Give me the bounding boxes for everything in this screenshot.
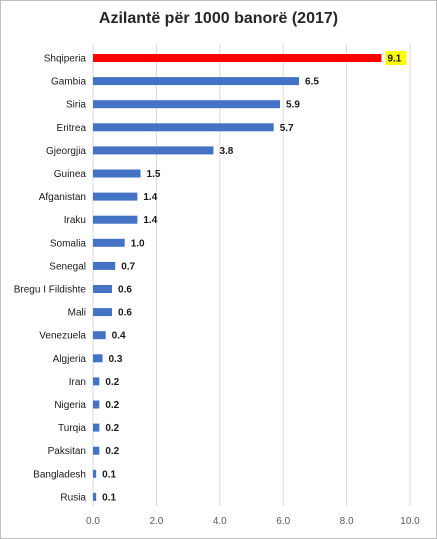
bar-mali bbox=[93, 308, 113, 317]
value-label: 0.4 bbox=[112, 331, 126, 342]
category-label: Nigeria bbox=[54, 400, 86, 411]
bar-rusia bbox=[93, 492, 97, 501]
x-tick-label: 8.0 bbox=[340, 516, 354, 527]
bar-nigeria bbox=[93, 400, 100, 409]
bar-bangladesh bbox=[93, 469, 97, 478]
chart-title: Azilantë për 1000 banorë (2017) bbox=[98, 10, 339, 27]
value-label: 0.6 bbox=[118, 308, 132, 319]
category-label: Gambia bbox=[51, 77, 86, 88]
x-tick-label: 0.0 bbox=[86, 516, 100, 527]
value-label: 0.6 bbox=[118, 285, 132, 296]
category-label: Mali bbox=[68, 308, 86, 319]
value-label: 0.2 bbox=[105, 400, 119, 411]
x-tick-label: 10.0 bbox=[400, 516, 420, 527]
x-tick-label: 2.0 bbox=[149, 516, 163, 527]
bar-bregu-i-fildishte bbox=[93, 285, 113, 293]
bar-turqia bbox=[93, 423, 100, 432]
category-label: Bangladesh bbox=[33, 469, 86, 480]
highlight-label-bg bbox=[385, 51, 407, 65]
category-label: Eritrea bbox=[57, 123, 87, 134]
bar-somalia bbox=[93, 238, 125, 247]
x-tick-label: 4.0 bbox=[213, 516, 227, 527]
category-label: Rusia bbox=[60, 492, 86, 503]
value-label: 0.7 bbox=[121, 261, 135, 272]
bar-senegal bbox=[93, 261, 116, 270]
value-label: 5.7 bbox=[280, 123, 294, 134]
bar-shqiperia bbox=[93, 54, 382, 62]
bar-iran bbox=[93, 377, 100, 386]
bar-algjeria bbox=[93, 354, 103, 363]
category-label: Gjeorgjia bbox=[46, 146, 86, 157]
category-label: Somalia bbox=[50, 238, 87, 249]
value-label: 1.4 bbox=[143, 192, 157, 203]
category-label: Turqia bbox=[58, 423, 86, 434]
value-label: 1.4 bbox=[143, 215, 157, 226]
bar-gjeorgjia bbox=[93, 146, 214, 155]
category-label: Iraku bbox=[64, 215, 86, 226]
bar-gambia bbox=[93, 77, 300, 86]
category-label: Iran bbox=[69, 377, 86, 388]
value-label: 3.8 bbox=[219, 146, 233, 157]
value-label: 0.2 bbox=[105, 446, 119, 457]
value-label: 1.5 bbox=[147, 169, 161, 180]
bar-siria bbox=[93, 100, 281, 109]
value-label: 5.9 bbox=[286, 100, 300, 111]
category-label: Venezuela bbox=[39, 331, 86, 342]
value-label: 6.5 bbox=[305, 77, 319, 88]
category-label: Siria bbox=[66, 100, 86, 111]
category-label: Bregu I Fildishte bbox=[14, 285, 87, 296]
category-label: Shqiperia bbox=[44, 54, 87, 65]
x-tick-label: 6.0 bbox=[276, 516, 290, 527]
category-label: Senegal bbox=[49, 261, 86, 272]
value-label: 1.0 bbox=[131, 238, 145, 249]
value-label: 0.3 bbox=[109, 354, 123, 365]
value-label: 0.1 bbox=[102, 492, 116, 503]
value-label: 0.2 bbox=[105, 377, 119, 388]
category-label: Afganistan bbox=[39, 192, 86, 203]
bar-afganistan bbox=[93, 192, 138, 201]
bar-eritrea bbox=[93, 123, 274, 132]
bar-venezuela bbox=[93, 331, 106, 340]
value-label: 9.1 bbox=[387, 54, 401, 65]
bar-paksitan bbox=[93, 446, 100, 455]
category-label: Paksitan bbox=[48, 446, 86, 457]
category-label: Algjeria bbox=[53, 354, 87, 365]
value-label: 0.1 bbox=[102, 469, 116, 480]
bar-guinea bbox=[93, 169, 141, 178]
value-label: 0.2 bbox=[105, 423, 119, 434]
category-label: Guinea bbox=[54, 169, 87, 180]
bar-iraku bbox=[93, 215, 138, 224]
